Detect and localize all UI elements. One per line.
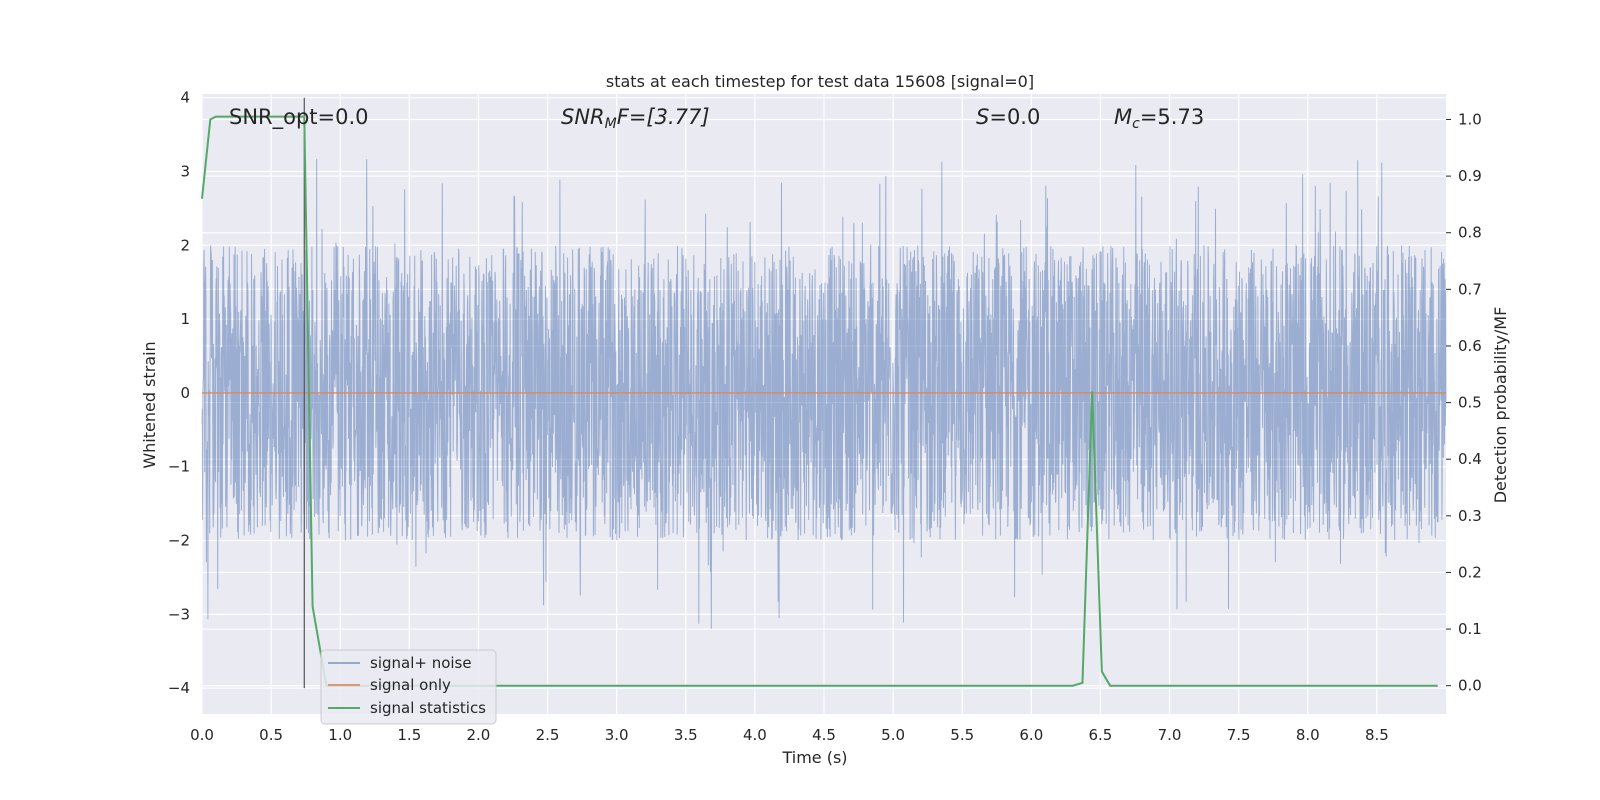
x-tick-label: 4.0 [743,726,767,744]
legend-label-signal-statistics: signal statistics [370,699,486,717]
y-right-tick-label: 0.1 [1458,620,1482,638]
x-tick-label: 2.0 [467,726,491,744]
legend-box [320,649,497,725]
x-tick-label: 7.0 [1158,726,1182,744]
y-right-tick-label: 0.0 [1458,677,1482,695]
tick-labels: 0.0 0.5 1.0 1.5 2.0 2.5 3.0 3.5 4.0 4.5 5.0 5.5 6.0 6… [168,89,1482,744]
x-tick-label: 4.5 [812,726,836,744]
y-left-tick-label: −3 [168,605,190,623]
snr-opt-annotation: SNR_opt=0.0 [229,105,369,130]
x-tick-label: 0.5 [259,726,283,744]
y-left-tick-label: 3 [180,163,190,181]
snr-mf-annotation: SNRMF=[3.77] [561,105,710,132]
y-left-tick-label: 4 [180,89,190,107]
x-tick-label: 3.5 [674,726,698,744]
x-tick-label: 3.0 [605,726,629,744]
y-right-tick-label: 0.3 [1458,507,1482,525]
signal-noise-series [201,158,1447,629]
y-axis-right-label: Detection probability/MF [1491,307,1510,504]
y-left-tick-label: −4 [168,679,190,697]
y-left-tick-label: −2 [168,532,190,550]
x-tick-label: 1.5 [397,726,421,744]
legend: signal+ noise signal only signal statist… [320,649,497,725]
y-right-tick-label: 0.4 [1458,450,1482,468]
y-left-tick-label: 0 [180,384,190,402]
chart-title: stats at each timestep for test data 156… [606,72,1034,91]
s-annotation: S=0.0 [976,105,1040,129]
legend-label-signal-noise: signal+ noise [370,654,472,672]
x-tick-label: 8.5 [1365,726,1389,744]
x-tick-label: 7.5 [1227,726,1251,744]
x-tick-label: 0.0 [190,726,214,744]
x-tick-label: 6.0 [1019,726,1043,744]
x-axis-label: Time (s) [781,748,847,767]
y-right-tick-label: 0.7 [1458,280,1482,298]
x-tick-label: 6.5 [1089,726,1113,744]
y-left-tick-label: −1 [168,458,190,476]
legend-label-signal-only: signal only [370,676,451,694]
y-right-tick-label: 0.9 [1458,167,1482,185]
y-left-tick-label: 1 [180,310,190,328]
x-tick-label: 5.5 [950,726,974,744]
y-right-tick-label: 0.2 [1458,563,1482,581]
y-right-tick-label: 0.6 [1458,337,1482,355]
x-tick-label: 5.0 [881,726,905,744]
y-left-tick-label: 2 [180,236,190,254]
y-right-tick-label: 1.0 [1458,110,1482,128]
mc-annotation: Mc=5.73 [1114,105,1204,132]
y-axis-left-label: Whitened strain [140,341,159,468]
signal-statistics-line [201,115,1438,687]
y-right-tick-label: 0.8 [1458,224,1482,242]
y-right-tick-label: 0.5 [1458,394,1482,412]
x-tick-label: 2.5 [536,726,560,744]
signal-statistics-series [201,115,1438,687]
x-tick-label: 8.0 [1296,726,1320,744]
signal-noise-line [201,158,1447,629]
x-tick-label: 1.0 [328,726,352,744]
